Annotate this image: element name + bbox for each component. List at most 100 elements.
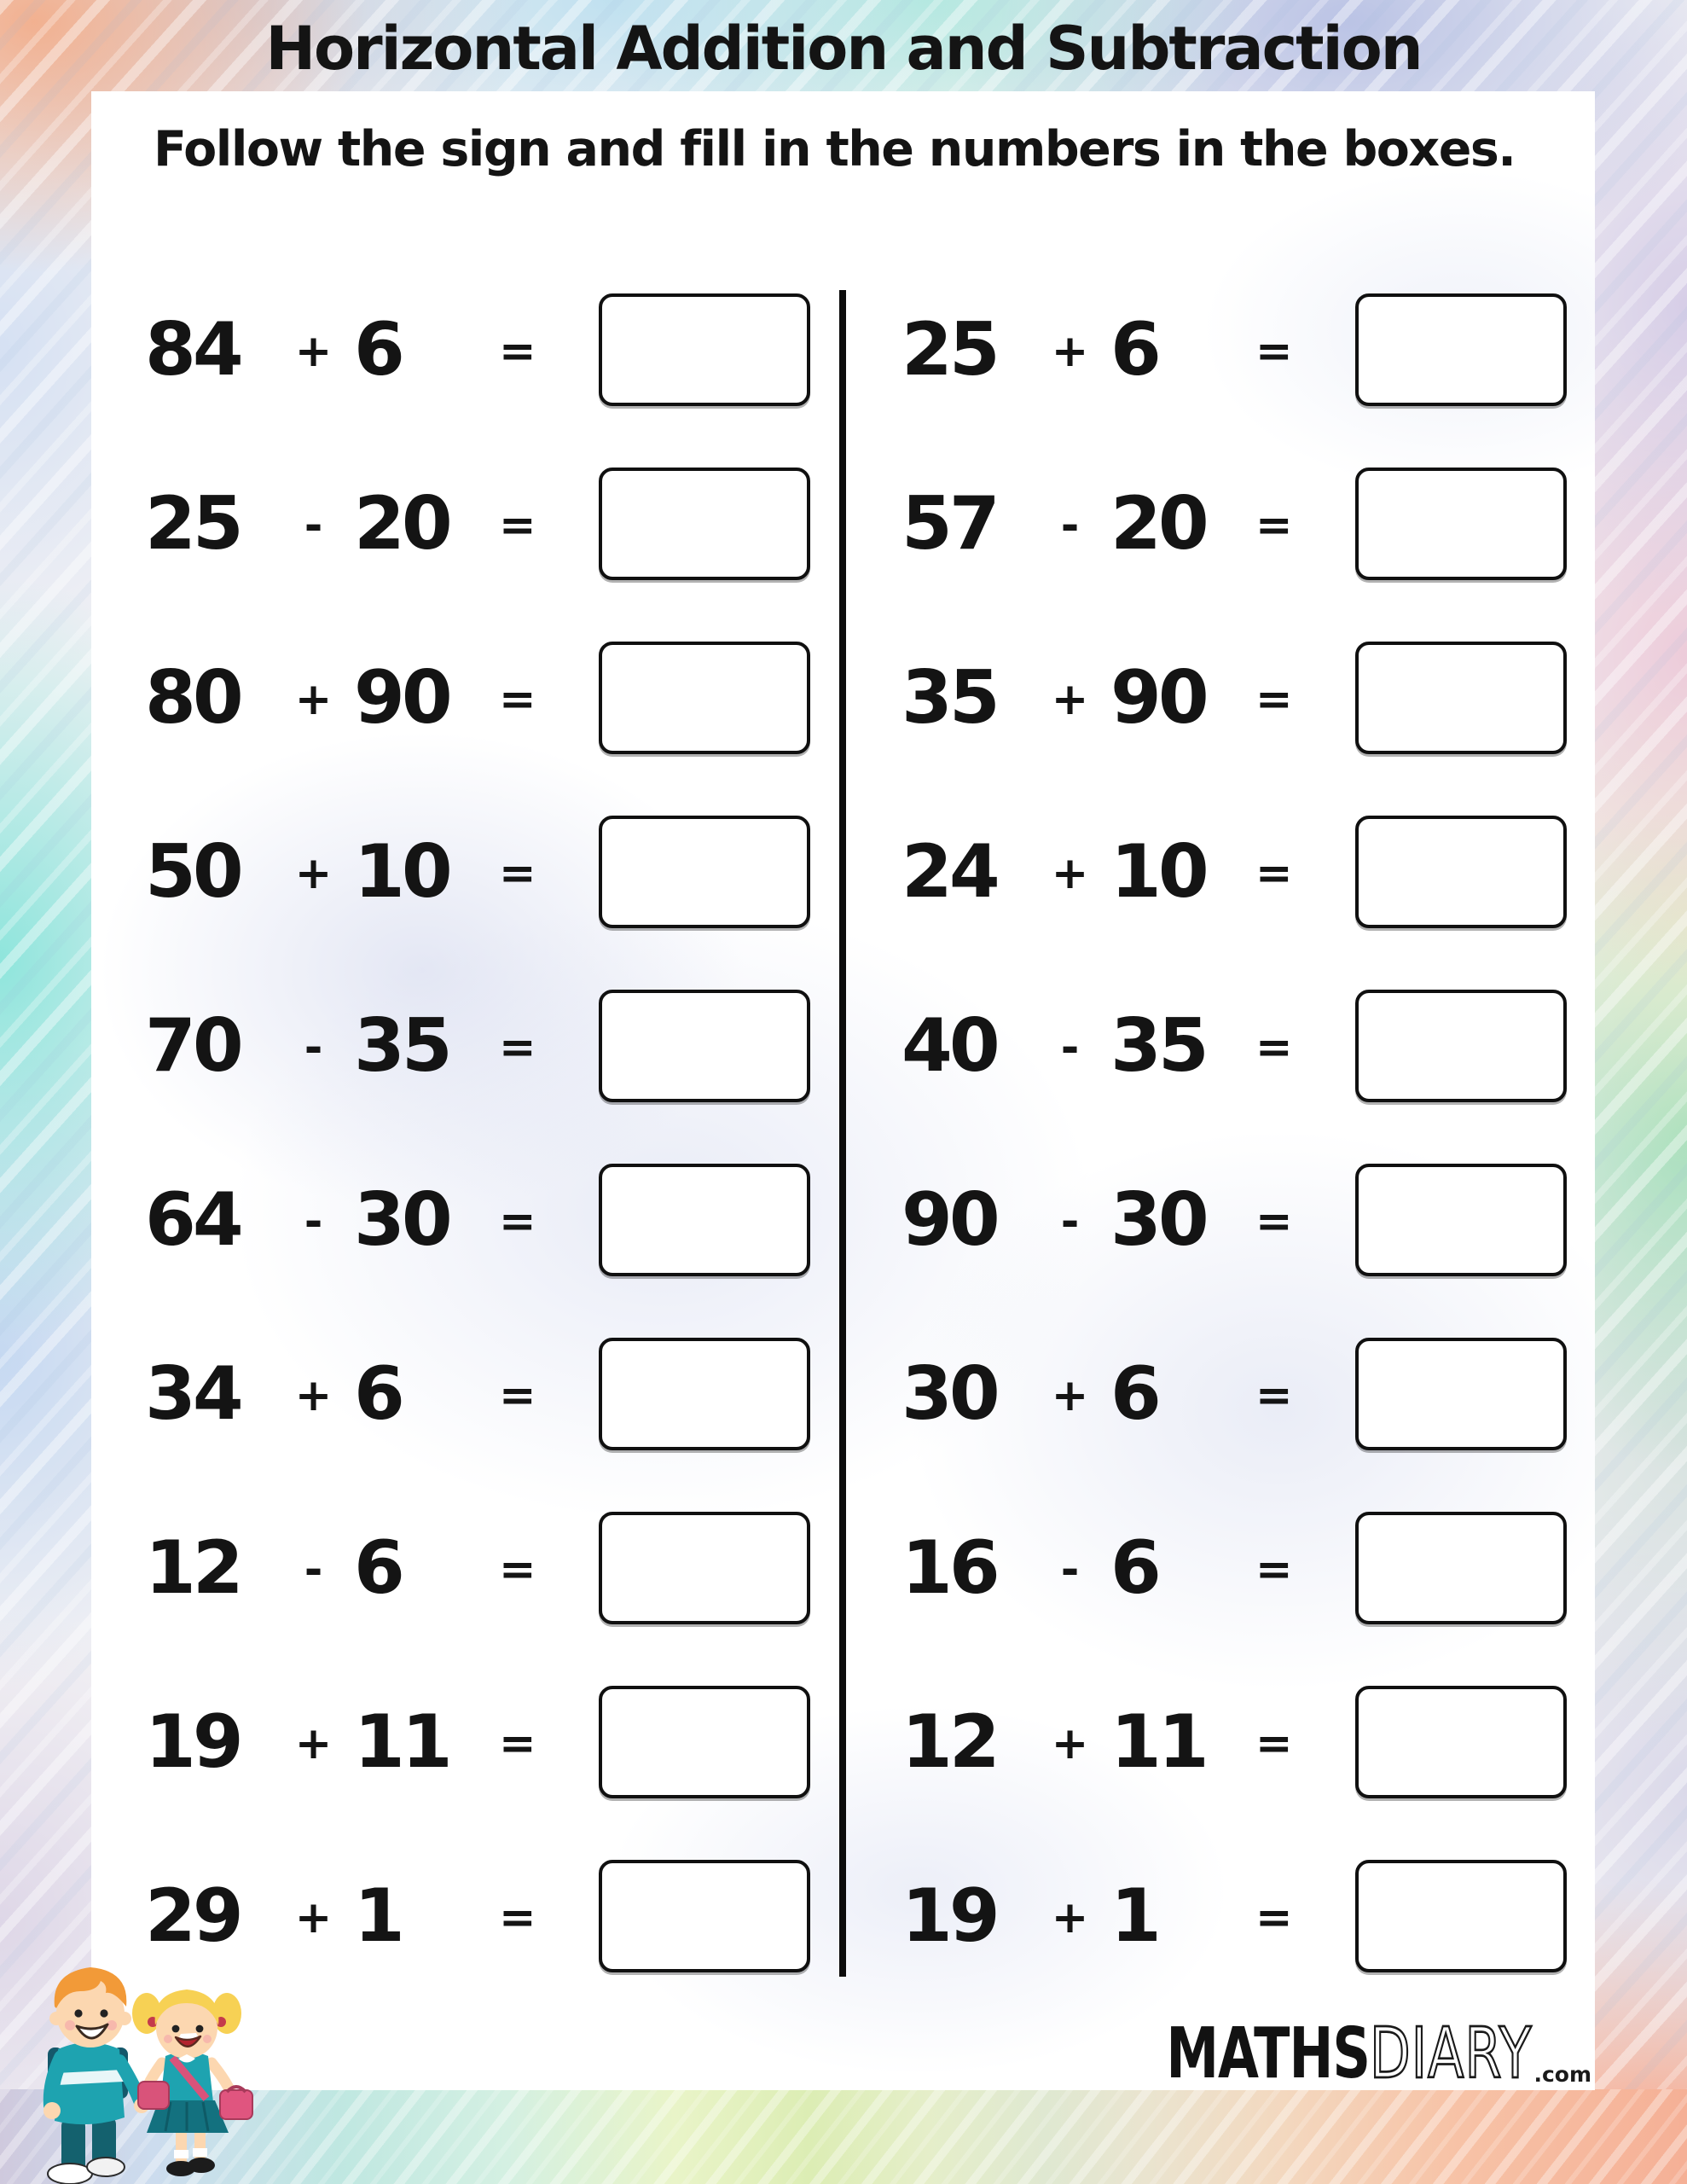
equation-row: 19 +11 = [145, 1655, 810, 1829]
first-number: 80 [145, 655, 244, 741]
equals-sign: = [499, 1196, 536, 1247]
equals-sign: = [1255, 1196, 1293, 1247]
equals-sign: = [499, 326, 536, 377]
equation-row: 57 -20 = [901, 437, 1567, 611]
answer-box[interactable] [1355, 1860, 1567, 1972]
equals-sign: = [499, 500, 536, 551]
answer-box[interactable] [599, 293, 810, 406]
operator: + [1051, 326, 1089, 377]
first-number: 29 [145, 1873, 244, 1959]
equation-row: 16 -6 = [901, 1481, 1567, 1655]
equation-row: 64 -30 = [145, 1133, 810, 1307]
boy-figure [43, 1967, 149, 2184]
operator: + [1051, 1718, 1089, 1769]
column-divider-line [839, 290, 846, 1977]
equals-sign: = [499, 1718, 536, 1769]
operator: + [294, 1718, 333, 1769]
answer-box[interactable] [599, 1164, 810, 1276]
equation-row: 80 +90 = [145, 611, 810, 785]
second-number: 6 [1110, 1525, 1162, 1611]
mathsdiary-logo: MATHS DIARY .com [1166, 2012, 1591, 2094]
second-number: 10 [354, 829, 453, 915]
bottom-rainbow-band [0, 2089, 1687, 2184]
equation-row: 70 -35 = [145, 959, 810, 1133]
second-number: 6 [1110, 1351, 1162, 1437]
second-number: 30 [354, 1177, 453, 1263]
kids-illustration [43, 1967, 253, 2184]
second-number: 11 [1110, 1699, 1209, 1785]
right-problem-column: 25 +6 = 57-20 = 35 +90 = 24 +10 = 40-35 = 90-30 =… [901, 263, 1567, 2003]
equals-sign: = [1255, 848, 1293, 899]
operator: - [1060, 1196, 1080, 1247]
left-problem-column: 84 +6 = 25-20 = 80 +90 = 50 +10 = 70-35 = 64-30 =… [145, 263, 810, 2003]
operator: - [304, 500, 323, 551]
answer-box[interactable] [599, 1860, 810, 1972]
equation-row: 12 +11 = [901, 1655, 1567, 1829]
first-number: 70 [145, 1003, 244, 1089]
first-number: 35 [901, 655, 1000, 741]
operator: + [1051, 1370, 1089, 1421]
first-number: 50 [145, 829, 244, 915]
first-number: 40 [901, 1003, 1000, 1089]
operator: + [294, 674, 333, 725]
operator: + [1051, 848, 1089, 899]
first-number: 30 [901, 1351, 1000, 1437]
operator: - [1060, 1022, 1080, 1073]
first-number: 12 [145, 1525, 244, 1611]
equals-sign: = [1255, 674, 1293, 725]
first-number: 90 [901, 1177, 1000, 1263]
first-number: 16 [901, 1525, 1000, 1611]
equation-row: 90 -30 = [901, 1133, 1567, 1307]
equation-row: 12 -6 = [145, 1481, 810, 1655]
first-number: 24 [901, 829, 1000, 915]
operator: + [294, 1370, 333, 1421]
answer-box[interactable] [599, 816, 810, 928]
logo-dotcom-text: .com [1533, 2062, 1591, 2087]
operator: - [304, 1544, 323, 1595]
answer-box[interactable] [599, 468, 810, 580]
answer-box[interactable] [1355, 1164, 1567, 1276]
first-number: 84 [145, 307, 244, 392]
answer-box[interactable] [1355, 990, 1567, 1102]
equals-sign: = [499, 674, 536, 725]
answer-box[interactable] [1355, 1512, 1567, 1624]
operator: + [1051, 1892, 1089, 1943]
first-number: 57 [901, 481, 1000, 566]
second-number: 6 [1110, 307, 1162, 392]
second-number: 1 [1110, 1873, 1162, 1959]
second-number: 30 [1110, 1177, 1209, 1263]
second-number: 35 [1110, 1003, 1209, 1089]
first-number: 34 [145, 1351, 244, 1437]
answer-box[interactable] [599, 1512, 810, 1624]
answer-box[interactable] [1355, 642, 1567, 754]
answer-box[interactable] [599, 642, 810, 754]
answer-box[interactable] [1355, 293, 1567, 406]
equation-row: 34 +6 = [145, 1307, 810, 1481]
first-number: 64 [145, 1177, 244, 1263]
second-number: 20 [1110, 481, 1209, 566]
first-number: 12 [901, 1699, 1000, 1785]
logo-maths-text: MATHS [1166, 2012, 1371, 2094]
answer-box[interactable] [1355, 816, 1567, 928]
second-number: 11 [354, 1699, 453, 1785]
equation-row: 19 +1 = [901, 1829, 1567, 2003]
equals-sign: = [1255, 1718, 1293, 1769]
second-number: 90 [1110, 655, 1209, 741]
equals-sign: = [1255, 500, 1293, 551]
answer-box[interactable] [1355, 1686, 1567, 1798]
second-number: 10 [1110, 829, 1209, 915]
second-number: 35 [354, 1003, 453, 1089]
second-number: 6 [354, 307, 405, 392]
operator: + [294, 1892, 333, 1943]
instruction-text: Follow the sign and fill in the numbers … [154, 121, 1516, 177]
equals-sign: = [499, 1022, 536, 1073]
equals-sign: = [499, 1892, 536, 1943]
answer-box[interactable] [599, 1338, 810, 1450]
equation-row: 84 +6 = [145, 263, 810, 437]
answer-box[interactable] [1355, 468, 1567, 580]
equals-sign: = [1255, 1544, 1293, 1595]
answer-box[interactable] [1355, 1338, 1567, 1450]
answer-box[interactable] [599, 990, 810, 1102]
answer-box[interactable] [599, 1686, 810, 1798]
equation-row: 25 +6 = [901, 263, 1567, 437]
